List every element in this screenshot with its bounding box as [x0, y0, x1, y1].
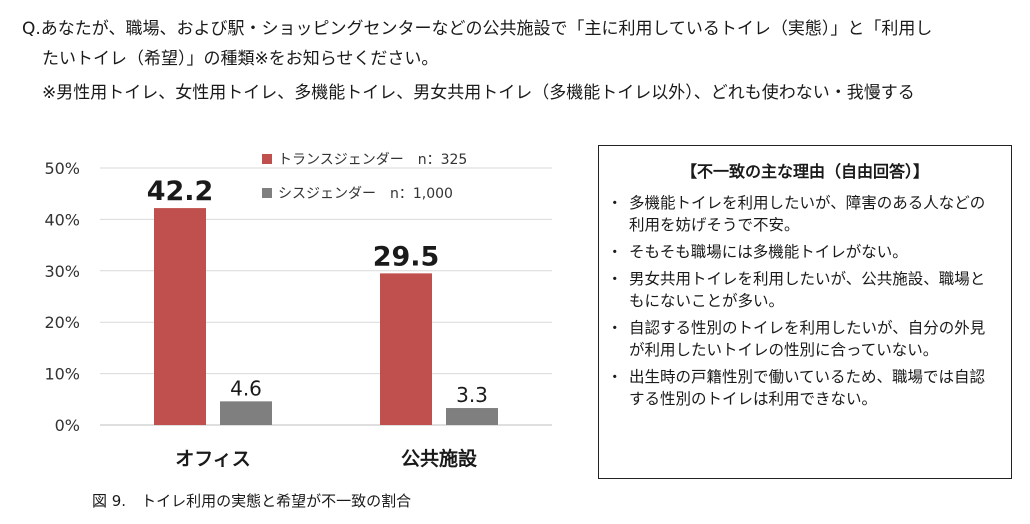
- category-label: 公共施設: [401, 447, 478, 470]
- y-tick-label: 20%: [44, 313, 80, 332]
- question-line-2: たいトイレ（希望）」の種類※をお知らせください。: [42, 49, 439, 69]
- bar: [446, 408, 498, 425]
- category-label: オフィス: [175, 448, 251, 470]
- y-tick-label: 0%: [55, 416, 80, 435]
- reason-item: 男女共用トイレを利用したいが、公共施設、職場ともにないことが多い。: [607, 268, 999, 312]
- reason-item: 多機能トイレを利用したいが、障害のある人などの利用を妨げそうで不安。: [607, 192, 999, 236]
- reasons-list: 多機能トイレを利用したいが、障害のある人などの利用を妨げそうで不安。 そもそも職…: [607, 192, 999, 410]
- data-label: 4.6: [230, 376, 262, 400]
- data-label: 42.2: [147, 176, 214, 207]
- y-tick-label: 30%: [44, 262, 80, 281]
- toilet-types-note: ※男性用トイレ、女性用トイレ、多機能トイレ、男女共用トイレ（多機能トイレ以外）、…: [42, 83, 915, 103]
- reasons-title: 【不一致の主な理由（自由回答）】: [680, 162, 929, 181]
- reason-item: 出生時の戸籍性別で働いているため、職場では自認する性別のトイレは利用できない。: [607, 366, 999, 410]
- legend-entry: シスジェンダー n：1,000: [278, 186, 453, 202]
- legend-swatch: [262, 188, 272, 198]
- legend-swatch: [262, 154, 272, 164]
- y-tick-label: 10%: [44, 365, 80, 384]
- question-line-1: Q.あなたが、職場、および駅・ショッピングセンターなどの公共施設で「主に利用して…: [22, 19, 933, 39]
- reason-item: 自認する性別のトイレを利用したいが、自分の外見が利用したいトイレの性別に合ってい…: [607, 317, 999, 361]
- y-tick-label: 40%: [44, 210, 80, 229]
- legend-entry: トランスジェンダー n：325: [278, 152, 467, 168]
- mismatch-bar-chart: 0% 10% 20% 30% 40% 50% 42.2 4.6 オフィス 29.5 3.3 公共施設 ト…: [44, 152, 552, 470]
- reason-item: そもそも職場には多機能トイレがない。: [607, 241, 999, 263]
- bar: [154, 208, 206, 425]
- figure-caption: 図 9. トイレ利用の実態と希望が不一致の割合: [92, 492, 412, 510]
- bar: [380, 273, 432, 425]
- y-tick-label: 50%: [44, 159, 80, 178]
- bar: [220, 401, 272, 425]
- data-label: 29.5: [373, 241, 440, 272]
- reasons-box: 【不一致の主な理由（自由回答）】 多機能トイレを利用したいが、障害のある人などの…: [598, 145, 1012, 479]
- data-label: 3.3: [456, 383, 488, 407]
